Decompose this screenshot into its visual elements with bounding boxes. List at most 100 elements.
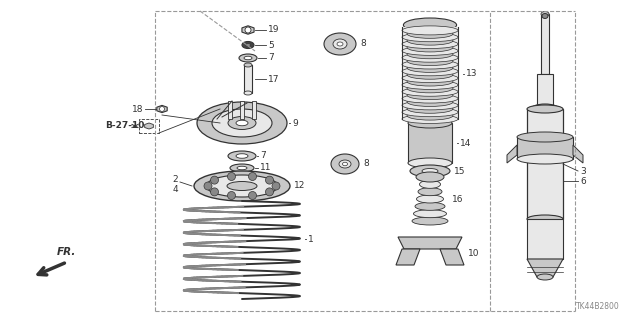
Ellipse shape	[407, 91, 453, 100]
Ellipse shape	[402, 46, 458, 56]
Ellipse shape	[407, 98, 453, 107]
Ellipse shape	[197, 102, 287, 144]
Ellipse shape	[194, 171, 290, 201]
Ellipse shape	[410, 165, 450, 177]
Bar	[531, 109, 559, 117]
Polygon shape	[507, 145, 517, 163]
Ellipse shape	[531, 104, 559, 114]
Text: 15: 15	[454, 167, 465, 175]
Bar	[541, 14, 549, 74]
Ellipse shape	[402, 40, 458, 48]
Ellipse shape	[239, 54, 257, 62]
Text: 2: 2	[172, 174, 178, 183]
Polygon shape	[573, 145, 583, 163]
Ellipse shape	[244, 63, 252, 67]
Ellipse shape	[517, 154, 573, 164]
Ellipse shape	[228, 151, 256, 161]
Text: 18: 18	[131, 105, 143, 114]
Polygon shape	[440, 249, 464, 265]
Circle shape	[211, 176, 218, 184]
Ellipse shape	[324, 33, 356, 55]
Ellipse shape	[402, 87, 458, 96]
Text: 6: 6	[580, 177, 586, 187]
Ellipse shape	[402, 60, 458, 69]
Bar	[139, 119, 159, 133]
Ellipse shape	[333, 39, 347, 49]
Text: 19: 19	[268, 26, 280, 34]
Ellipse shape	[407, 77, 453, 86]
Polygon shape	[527, 259, 563, 277]
Text: 7: 7	[260, 152, 266, 160]
Ellipse shape	[416, 172, 444, 182]
Circle shape	[272, 182, 280, 190]
Ellipse shape	[407, 104, 453, 113]
Ellipse shape	[246, 43, 250, 47]
Ellipse shape	[419, 180, 440, 188]
Ellipse shape	[527, 105, 563, 113]
Text: 12: 12	[294, 182, 305, 190]
Bar	[408, 123, 452, 163]
Circle shape	[227, 191, 236, 199]
Polygon shape	[398, 237, 462, 249]
Text: 7: 7	[268, 54, 274, 63]
Ellipse shape	[402, 108, 458, 117]
Ellipse shape	[407, 84, 453, 93]
Text: 14: 14	[460, 138, 472, 147]
Ellipse shape	[407, 36, 453, 45]
Circle shape	[204, 182, 212, 190]
Ellipse shape	[342, 162, 348, 166]
Ellipse shape	[402, 67, 458, 76]
Ellipse shape	[331, 154, 359, 174]
Text: 16: 16	[452, 195, 463, 204]
Ellipse shape	[237, 166, 247, 170]
Ellipse shape	[228, 116, 256, 130]
Ellipse shape	[407, 56, 453, 66]
Text: FR.: FR.	[57, 247, 76, 257]
Ellipse shape	[408, 118, 452, 128]
Bar	[537, 74, 553, 109]
Ellipse shape	[417, 195, 444, 203]
Ellipse shape	[527, 215, 563, 223]
Ellipse shape	[244, 91, 252, 95]
Circle shape	[211, 188, 218, 196]
Ellipse shape	[407, 43, 453, 52]
Bar	[527, 109, 563, 219]
Ellipse shape	[402, 80, 458, 89]
Ellipse shape	[236, 120, 248, 126]
Ellipse shape	[418, 188, 442, 196]
Text: 8: 8	[363, 160, 369, 168]
Ellipse shape	[230, 164, 254, 172]
Circle shape	[248, 191, 257, 199]
Ellipse shape	[517, 132, 573, 142]
Ellipse shape	[402, 53, 458, 62]
Polygon shape	[396, 249, 420, 265]
Ellipse shape	[415, 202, 445, 210]
Polygon shape	[157, 105, 167, 113]
Circle shape	[248, 173, 257, 181]
Bar	[517, 137, 573, 159]
Ellipse shape	[407, 50, 453, 59]
Ellipse shape	[206, 175, 278, 197]
Ellipse shape	[542, 13, 548, 19]
Ellipse shape	[408, 158, 452, 168]
Circle shape	[159, 107, 164, 112]
Text: B-27-10: B-27-10	[105, 122, 145, 130]
Text: 17: 17	[268, 75, 280, 84]
Ellipse shape	[541, 11, 549, 17]
Polygon shape	[145, 123, 154, 129]
Ellipse shape	[244, 56, 252, 60]
Ellipse shape	[402, 101, 458, 110]
Ellipse shape	[337, 42, 343, 46]
Bar	[240, 101, 244, 119]
Bar	[527, 219, 563, 259]
Text: 4: 4	[172, 184, 178, 194]
Ellipse shape	[537, 274, 553, 280]
Ellipse shape	[422, 168, 438, 174]
Circle shape	[266, 176, 273, 184]
Circle shape	[266, 188, 273, 196]
Text: 9: 9	[292, 118, 298, 128]
Text: TK44B2800: TK44B2800	[576, 302, 620, 311]
Text: 3: 3	[580, 167, 586, 175]
Ellipse shape	[403, 18, 456, 32]
Ellipse shape	[339, 160, 351, 168]
